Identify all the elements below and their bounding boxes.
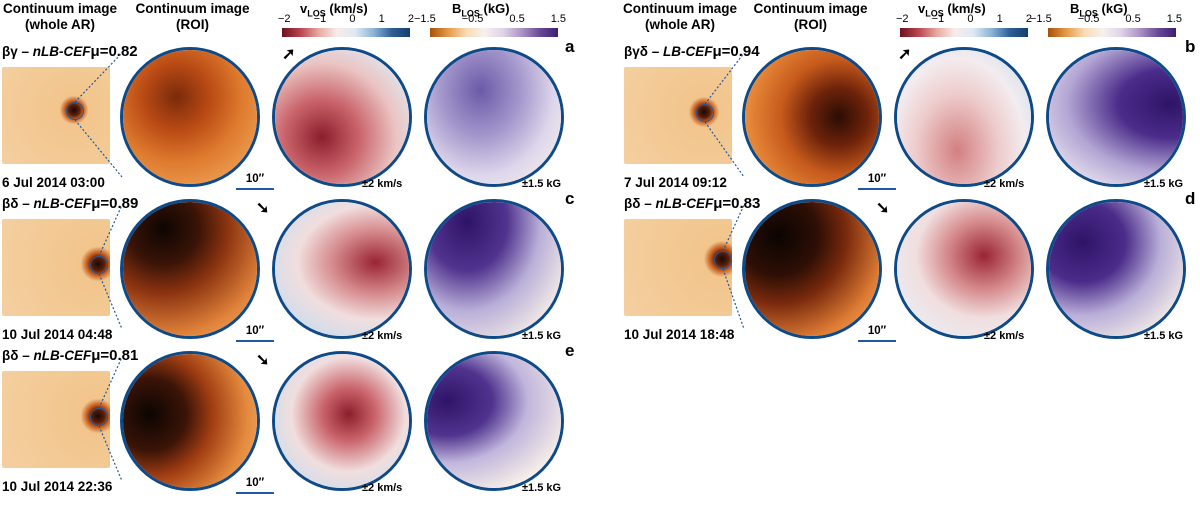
sunspot-class: βδ	[2, 348, 19, 363]
observation-date: 6 Jul 2014 03:00	[2, 175, 105, 190]
vlos-circle	[272, 47, 412, 187]
panel-a: βγ – nLB-CEFμ=0.82 6 Jul 2014 03:00 10″ ±2 …	[0, 43, 580, 195]
colorbar-v-right	[900, 28, 1028, 37]
header-whole-ar-left: Continuum image (whole AR)	[3, 1, 117, 32]
disk-center-direction-arrow: ➘	[876, 200, 890, 217]
roi-marker	[714, 251, 732, 269]
scale-bar	[858, 340, 896, 342]
blos-circle	[424, 47, 564, 187]
colorbar-v-left	[282, 28, 410, 37]
scale-bar	[236, 188, 274, 190]
vlos-range-label: ±2 km/s	[362, 330, 403, 342]
scale-bar-label: 10″	[245, 477, 265, 489]
model-name: LB-CEF	[662, 44, 713, 59]
sunspot-class: βδ	[624, 196, 641, 211]
scale-bar-label: 10″	[867, 325, 887, 337]
blos-range-label: ±1.5 kG	[522, 178, 562, 190]
observation-date: 10 Jul 2014 18:48	[624, 327, 735, 342]
header-whole-ar-right: Continuum image (whole AR)	[623, 1, 737, 32]
roi-continuum-circle	[120, 47, 260, 187]
colorbar-v-title-right: vLOS (km/s)	[918, 1, 986, 19]
zoom-connector-lines	[704, 52, 745, 178]
panel-title: βγ – nLB-CEFμ=0.82	[2, 43, 138, 60]
vlos-circle	[894, 47, 1034, 187]
panel-e: βδ – nLB-CEFμ=0.81 10 Jul 2014 22:36 10″ ±2…	[0, 347, 580, 499]
whole-ar-image	[2, 371, 110, 468]
vlos-range-label: ±2 km/s	[362, 482, 403, 494]
blos-circle	[424, 199, 564, 339]
observation-date: 7 Jul 2014 09:12	[624, 175, 727, 190]
whole-ar-image	[2, 67, 110, 164]
vlos-range-label: ±2 km/s	[362, 178, 403, 190]
model-name: nLB-CEF	[655, 196, 714, 211]
header-roi-right: Continuum image (ROI)	[753, 1, 868, 32]
model-name: nLB-CEF	[32, 44, 91, 59]
blos-range-label: ±1.5 kG	[1144, 330, 1184, 342]
observation-date: 10 Jul 2014 04:48	[2, 327, 113, 342]
vlos-circle	[894, 199, 1034, 339]
roi-continuum-circle	[742, 47, 882, 187]
vlos-range-label: ±2 km/s	[984, 330, 1025, 342]
roi-marker	[696, 104, 714, 122]
colorbar-v-title-left: vLOS (km/s)	[300, 1, 368, 19]
whole-ar-image	[624, 67, 732, 164]
roi-continuum-circle	[120, 199, 260, 339]
sunspot-class: βγδ	[624, 44, 648, 59]
vlos-circle	[272, 199, 412, 339]
panel-b: βγδ – LB-CEFμ=0.94 7 Jul 2014 09:12 10″ ±2 …	[622, 43, 1200, 195]
blos-range-label: ±1.5 kG	[522, 330, 562, 342]
blos-range-label: ±1.5 kG	[522, 482, 562, 494]
blos-circle	[424, 351, 564, 491]
colorbar-b-right	[1048, 28, 1176, 37]
panel-letter: e	[565, 341, 575, 360]
panel-title: βδ – nLB-CEFμ=0.83	[624, 195, 761, 212]
scale-bar	[236, 340, 274, 342]
model-name: nLB-CEF	[33, 196, 92, 211]
colorbar-v-ticks-right: −2 −1 0 1 2	[896, 13, 1032, 25]
roi-continuum-circle	[742, 199, 882, 339]
model-name: nLB-CEF	[33, 348, 92, 363]
scale-bar-label: 10″	[245, 173, 265, 185]
scale-bar	[858, 188, 896, 190]
panel-c: βδ – nLB-CEFμ=0.89 10 Jul 2014 04:48 10″ ±2…	[0, 195, 580, 347]
roi-marker	[66, 102, 84, 120]
colorbar-b-title-right: BLOS (kG)	[1070, 1, 1128, 19]
panel-d: βδ – nLB-CEFμ=0.83 10 Jul 2014 18:48 10″ ±2…	[622, 195, 1200, 347]
panel-letter: b	[1185, 37, 1196, 56]
colorbar-v-ticks-left: −2 −1 0 1 2	[278, 13, 414, 25]
colorbar-b-title-left: BLOS (kG)	[452, 1, 510, 19]
sunspot-class: βγ	[2, 44, 18, 59]
vlos-range-label: ±2 km/s	[984, 178, 1025, 190]
roi-marker	[90, 256, 108, 274]
colorbar-b-ticks-right: −1.5 −0.5 0.5 1.5	[1030, 13, 1182, 25]
disk-center-direction-arrow: ➘	[256, 200, 270, 217]
colorbar-b-left	[430, 28, 558, 37]
blos-range-label: ±1.5 kG	[1144, 178, 1184, 190]
zoom-connector-lines	[722, 204, 745, 330]
disk-center-direction-arrow: ➚	[898, 46, 912, 63]
sunspot-class: βδ	[2, 196, 19, 211]
whole-ar-image	[624, 219, 732, 316]
roi-marker	[90, 408, 108, 426]
header-roi-left: Continuum image (ROI)	[135, 1, 250, 32]
disk-center-direction-arrow: ➚	[282, 46, 296, 63]
observation-date: 10 Jul 2014 22:36	[2, 479, 113, 494]
scale-bar-label: 10″	[867, 173, 887, 185]
disk-center-direction-arrow: ➘	[256, 352, 270, 369]
scale-bar-label: 10″	[245, 325, 265, 337]
whole-ar-image	[2, 219, 110, 316]
colorbar-b-ticks-left: −1.5 −0.5 0.5 1.5	[414, 13, 566, 25]
panel-letter: c	[565, 189, 575, 208]
panel-letter: a	[565, 37, 575, 56]
roi-continuum-circle	[120, 351, 260, 491]
blos-circle	[1046, 199, 1186, 339]
zoom-connector-lines	[98, 204, 123, 330]
vlos-circle	[272, 351, 412, 491]
zoom-connector-lines	[98, 356, 123, 482]
scale-bar	[236, 492, 274, 494]
blos-circle	[1046, 47, 1186, 187]
panel-letter: d	[1185, 189, 1196, 208]
zoom-connector-lines	[74, 52, 123, 178]
